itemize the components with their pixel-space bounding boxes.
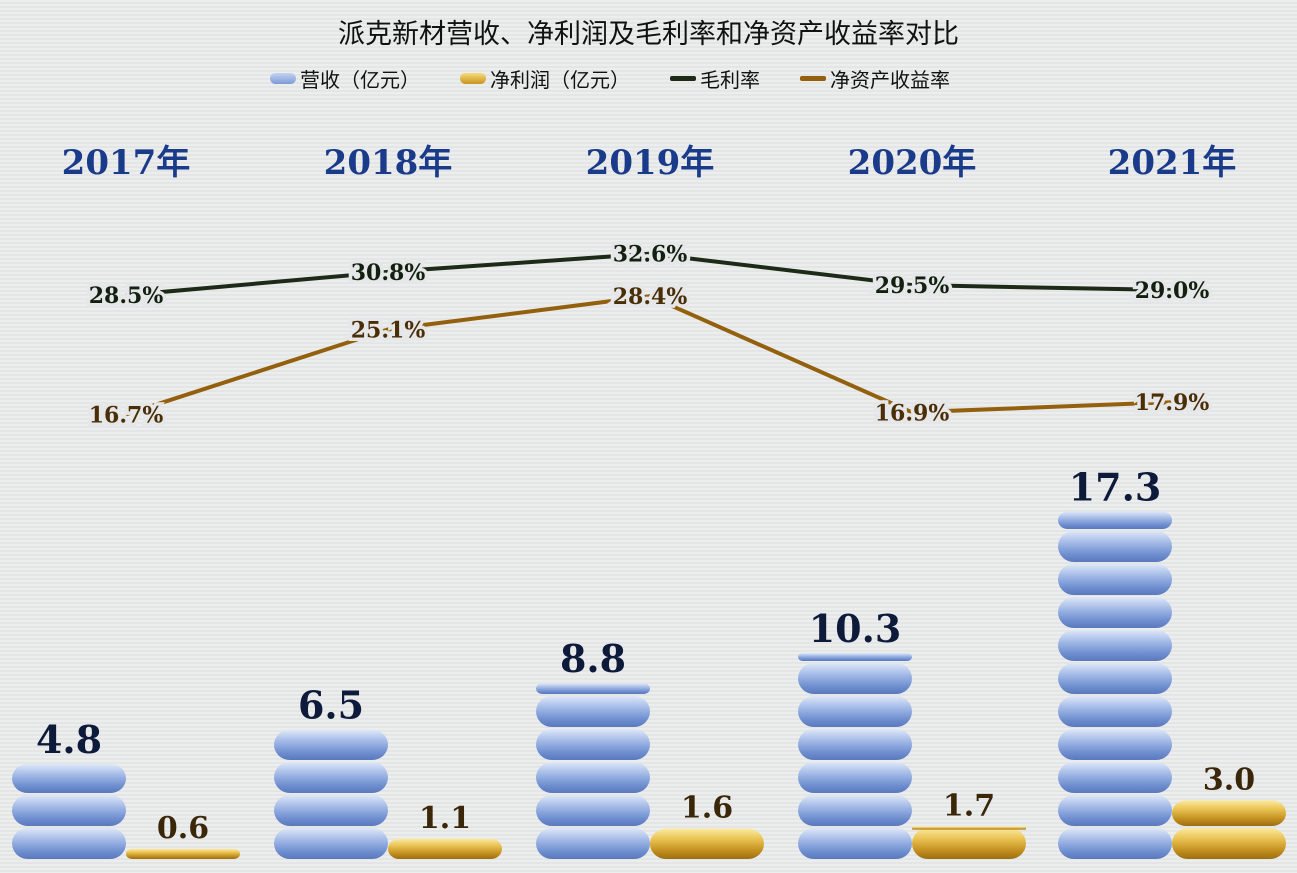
roe-value-label: 16.9% [875,400,950,426]
revenue-bar-segment [536,762,650,793]
revenue-value-label: 8.8 [560,636,626,681]
net-profit-bar-segment [388,838,502,859]
revenue-bar-segment [1058,663,1172,694]
revenue-bar-segment [12,828,126,859]
gross-margin-value-label: 30.8% [351,260,426,286]
roe-value-label: 16.7% [89,402,164,428]
category-label: 2019年 [586,143,715,183]
gross-margin-value-label: 32.6% [613,242,688,268]
legend-item-roe: 净资产收益率 [800,64,950,93]
revenue-bar-segment [1058,828,1172,859]
net-profit-bar-segment [1172,828,1286,859]
revenue-bar-segment [1058,762,1172,793]
legend-label-gross-margin: 毛利率 [700,68,760,92]
legend-swatch-roe [800,76,826,81]
category-label: 2018年 [324,143,453,183]
net-profit-bar-segment [912,828,1026,859]
revenue-bar [274,729,388,859]
revenue-bar-segment [798,652,912,661]
revenue-bar-segment [274,828,388,859]
gross-margin-value-label: 29.0% [1135,278,1210,304]
legend-label-revenue: 营收（亿元） [300,68,420,92]
revenue-bar-segment [798,795,912,826]
net-profit-bar [650,828,764,859]
revenue-bar-segment [1058,729,1172,760]
legend-label-net-profit: 净利润（亿元） [490,68,630,92]
revenue-bar-segment [274,762,388,793]
net-profit-value-label: 1.1 [419,801,471,836]
revenue-bar-segment [1058,630,1172,661]
roe-value-label: 28.4% [613,284,688,310]
revenue-bar-segment [274,795,388,826]
net-profit-bar-segment [650,828,764,859]
category-label: 2017年 [62,143,191,183]
revenue-bar-segment [1058,531,1172,562]
revenue-bar-segment [536,828,650,859]
category-label: 2020年 [848,143,977,183]
revenue-bar-segment [12,764,126,793]
revenue-bar-segment [536,696,650,727]
legend-item-net-profit: 净利润（亿元） [460,64,630,93]
legend-item-gross-margin: 毛利率 [670,64,760,93]
gross-margin-value-label: 28.5% [89,283,164,309]
net-profit-bar-segment [912,826,1026,830]
revenue-bar-segment [1058,511,1172,529]
legend-label-roe: 净资产收益率 [830,68,950,92]
revenue-bar [1058,511,1172,859]
revenue-value-label: 6.5 [298,683,364,728]
revenue-bar [536,683,650,859]
revenue-bar-segment [798,828,912,859]
revenue-bar [798,652,912,859]
roe-value-label: 25.1% [351,317,426,343]
revenue-bar-segment [274,729,388,760]
revenue-bar [12,764,126,859]
legend-swatch-gross-margin [670,76,696,81]
revenue-bar-segment [798,729,912,760]
chart-title: 派克新材营收、净利润及毛利率和净资产收益率对比 [338,19,959,50]
revenue-bar-segment [798,696,912,727]
revenue-bar-segment [536,795,650,826]
legend-item-revenue: 营收（亿元） [270,64,420,93]
net-profit-bar [126,848,240,859]
revenue-bar-segment [1058,795,1172,826]
revenue-bar-segment [536,683,650,694]
revenue-bar-segment [536,729,650,760]
net-profit-bar [388,838,502,859]
revenue-bar-segment [12,795,126,826]
revenue-bar-segment [1058,696,1172,727]
net-profit-bar [912,826,1026,859]
revenue-bar-segment [1058,564,1172,595]
revenue-value-label: 10.3 [809,606,902,651]
net-profit-value-label: 1.7 [943,789,995,824]
revenue-value-label: 17.3 [1069,465,1162,510]
legend-swatch-revenue [270,73,296,84]
net-profit-bar [1172,800,1286,859]
revenue-value-label: 4.8 [36,717,102,762]
net-profit-bar-segment [1172,800,1286,826]
legend-swatch-net-profit [460,73,486,84]
gross-margin-line [125,251,1173,298]
roe-value-label: 17.9% [1135,390,1210,416]
net-profit-value-label: 3.0 [1203,762,1255,797]
roe-line [125,294,1173,417]
revenue-bar-segment [798,663,912,694]
gross-margin-value-label: 29.5% [875,273,950,299]
category-label: 2021年 [1108,143,1237,183]
net-profit-value-label: 0.6 [157,811,209,846]
net-profit-bar-segment [126,848,240,859]
net-profit-value-label: 1.6 [681,791,733,826]
revenue-bar-segment [798,762,912,793]
revenue-bar-segment [1058,597,1172,628]
legend: 营收（亿元） 净利润（亿元） 毛利率 净资产收益率 [270,64,950,93]
